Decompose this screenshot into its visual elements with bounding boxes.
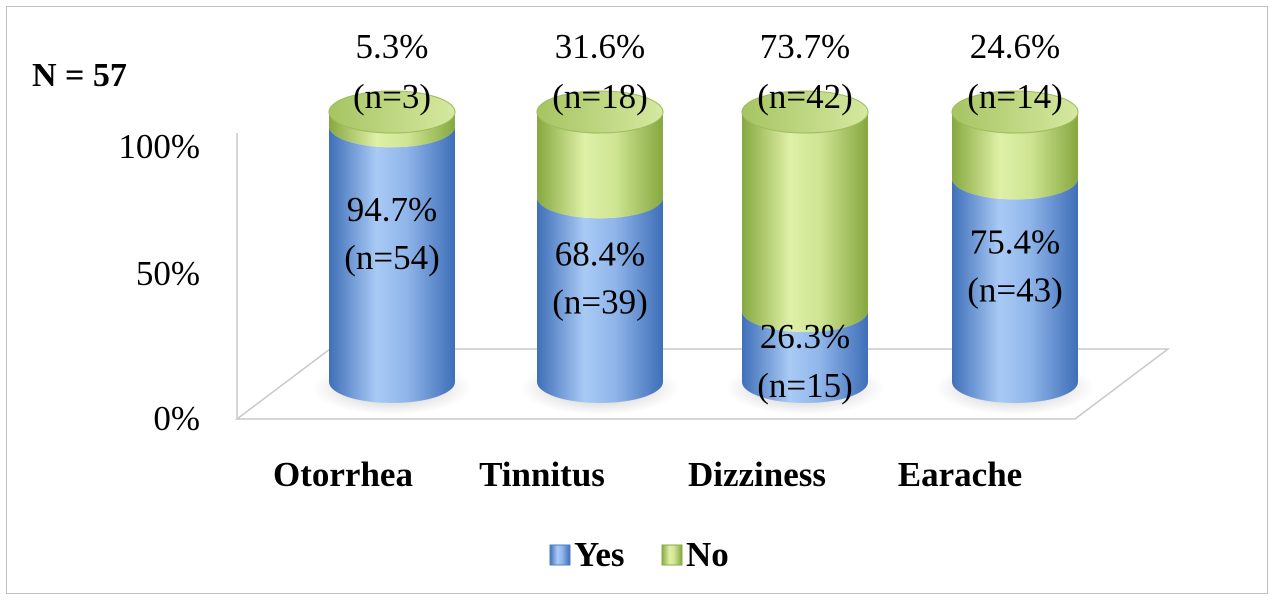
bar-top-cap [536,90,664,134]
category-label-earache: Earache [898,455,1022,494]
legend-item-yes: Yes [549,535,625,574]
data-label-yes-pct: 68.4% [555,235,645,274]
cylinder-earache: 24.6% (n=14) 75.4% (n=43) [936,27,1094,415]
legend-item-no: No [661,535,729,574]
data-label-yes-count: (n=54) [344,238,440,277]
y-axis-ticks: 0% 50% 100% [118,127,200,438]
legend-label: Yes [574,535,625,574]
bar-no-tinnitus [537,112,663,219]
y-tick-label: 0% [153,399,200,438]
category-label-dizziness: Dizziness [688,455,826,494]
bar-yes-earache [952,178,1078,403]
bar-yes-tinnitus [537,197,664,403]
data-label-yes-pct: 26.3% [760,317,850,356]
data-label-yes-count: (n=43) [967,271,1063,310]
data-label-no-pct: 24.6% [970,27,1060,66]
data-label-no-count: (n=18) [552,77,648,116]
cylinder-otorrhea: 5.3% (n=3) 94.7% (n=54) [313,27,471,415]
data-label-no-pct: 5.3% [356,27,429,66]
category-label-tinnitus: Tinnitus [479,455,605,494]
cylinder-tinnitus: 31.6% (n=18) 68.4% (n=39) [521,27,679,415]
bar-yes-dizziness [742,310,868,403]
category-label-otorrhea: Otorrhea [273,455,413,494]
data-label-no-count: (n=42) [757,77,853,116]
data-label-yes-count: (n=15) [757,366,853,405]
data-label-yes-pct: 94.7% [347,190,437,229]
cylinder-bars: 5.3% (n=3) 94.7% (n=54) 31.6% (n=18) 68.4% (n=3… [313,27,1094,415]
bar-no-otorrhea [329,112,455,148]
data-label-no-pct: 73.7% [760,27,850,66]
data-label-no-pct: 31.6% [555,27,645,66]
cylinder-dizziness: 73.7% (n=42) 26.3% (n=15) [726,27,884,415]
data-label-yes-count: (n=39) [552,283,648,322]
bar-top-cap [328,90,456,134]
legend-label: No [686,535,729,574]
bar-top-cap [951,90,1079,134]
y-tick-label: 100% [118,127,200,166]
bar-yes-otorrhea [329,126,455,403]
bar-no-earache [952,112,1078,200]
chart-floor [234,133,1171,420]
sample-size-annotation: N = 57 [32,57,127,94]
data-label-no-count: (n=14) [967,77,1063,116]
bar-top-cap [741,90,869,134]
data-label-yes-pct: 75.4% [970,223,1060,262]
legend: Yes No [549,535,729,574]
data-label-no-count: (n=3) [353,77,431,116]
category-labels: Otorrhea Tinnitus Dizziness Earache [273,455,1022,494]
legend-swatch [661,544,683,566]
legend-swatch [549,544,571,566]
bar-no-dizziness [742,112,868,332]
y-tick-label: 50% [136,254,200,293]
